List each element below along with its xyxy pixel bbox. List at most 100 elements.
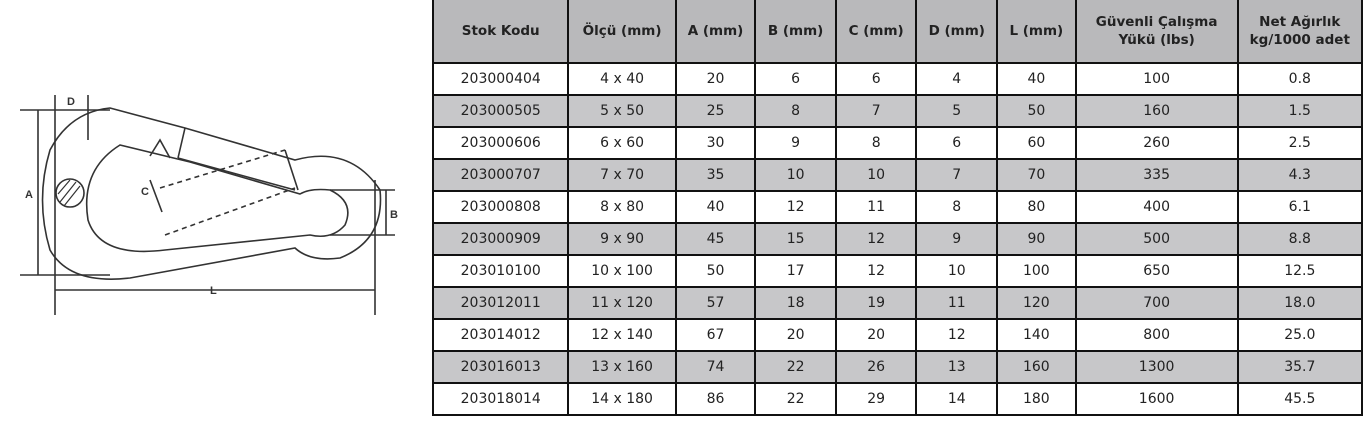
label-l: L [210,285,217,297]
table-cell: 7 x 70 [567,158,677,192]
column-header: Stok Kodu [431,0,570,64]
table-cell: 9 [754,126,837,160]
table-cell: 160 [1074,94,1239,128]
column-header: D (mm) [915,0,999,64]
table-cell: 45.5 [1236,382,1363,416]
table-cell: 86 [674,382,757,416]
table-cell: 25 [674,94,757,128]
table-cell: 140 [996,318,1077,352]
table-header: Stok Kodu Ölçü (mm) A (mm) B (mm) C (mm) D (m… [431,0,1363,64]
table-cell: 50 [674,254,757,288]
column-header: Net Ağırlık kg/1000 adet [1236,0,1363,64]
table-cell: 80 [996,190,1077,224]
table-cell: 500 [1074,222,1239,256]
table-cell: 203018014 [431,382,570,416]
table-cell: 100 [1074,62,1239,96]
table-row: 203000404 4 x 40 20 6 6 4 40 100 0.8 [431,62,1363,96]
table-cell: 203000808 [431,190,570,224]
table-cell: 203000707 [431,158,570,192]
table-cell: 50 [996,94,1077,128]
table-cell: 20 [834,318,918,352]
table-cell: 203016013 [431,350,570,384]
table-cell: 22 [754,350,837,384]
table-cell: 12 [915,318,999,352]
table-row: 203000606 6 x 60 30 9 8 6 60 260 2.5 [431,126,1363,160]
label-d: D [67,96,75,108]
table-row: 203000707 7 x 70 35 10 10 7 70 335 4.3 [431,158,1363,192]
table-cell: 8 [754,94,837,128]
table-cell: 203000909 [431,222,570,256]
label-c: C [141,186,149,198]
table-cell: 800 [1074,318,1239,352]
table-cell: 700 [1074,286,1239,320]
table-cell: 10 [754,158,837,192]
table-cell: 2.5 [1236,126,1363,160]
table-cell: 400 [1074,190,1239,224]
table-cell: 203014012 [431,318,570,352]
table-row: 203000808 8 x 80 40 12 11 8 80 400 6.1 [431,190,1363,224]
table-cell: 100 [996,254,1077,288]
table-cell: 13 [915,350,999,384]
table-cell: 12 x 140 [567,318,677,352]
table-cell: 40 [996,62,1077,96]
table-cell: 9 [915,222,999,256]
table-row: 203000909 9 x 90 45 15 12 9 90 500 8.8 [431,222,1363,256]
table-cell: 10 [834,158,918,192]
table-cell: 8 [834,126,918,160]
table-cell: 1300 [1074,350,1239,384]
table-cell: 45 [674,222,757,256]
column-header: Ölçü (mm) [567,0,677,64]
table-cell: 120 [996,286,1077,320]
column-header: A (mm) [674,0,757,64]
table-cell: 12 [834,222,918,256]
table-row: 203010100 10 x 100 50 17 12 10 100 650 12.5 [431,254,1363,288]
column-header: L (mm) [996,0,1077,64]
table-cell: 12 [754,190,837,224]
table-cell: 6 [915,126,999,160]
table-cell: 14 x 180 [567,382,677,416]
table-cell: 8 x 80 [567,190,677,224]
table-cell: 6.1 [1236,190,1363,224]
table-cell: 67 [674,318,757,352]
table-cell: 19 [834,286,918,320]
table-cell: 12.5 [1236,254,1363,288]
table-cell: 20 [674,62,757,96]
table-cell: 335 [1074,158,1239,192]
table-cell: 160 [996,350,1077,384]
table-cell: 14 [915,382,999,416]
table-cell: 57 [674,286,757,320]
table-cell: 5 x 50 [567,94,677,128]
table-cell: 25.0 [1236,318,1363,352]
table-cell: 26 [834,350,918,384]
table-cell: 180 [996,382,1077,416]
table-cell: 20 [754,318,837,352]
table-cell: 18.0 [1236,286,1363,320]
table-cell: 7 [834,94,918,128]
table-cell: 11 [834,190,918,224]
table-cell: 1600 [1074,382,1239,416]
label-b: B [390,209,398,221]
table-cell: 10 x 100 [567,254,677,288]
table-cell: 203010100 [431,254,570,288]
table-row: 203016013 13 x 160 74 22 26 13 160 1300 35.7 [431,350,1363,384]
table-cell: 4 x 40 [567,62,677,96]
table-cell: 1.5 [1236,94,1363,128]
table-row: 203012011 11 x 120 57 18 19 11 120 700 18.0 [431,286,1363,320]
table-cell: 30 [674,126,757,160]
column-header: Güvenli Çalışma Yükü (lbs) [1074,0,1239,64]
wire-cross-section [55,178,85,208]
table-cell: 35 [674,158,757,192]
snap-hook-diagram: D A C B L [20,95,398,315]
table-cell: 29 [834,382,918,416]
table-row: 203000505 5 x 50 25 8 7 5 50 160 1.5 [431,94,1363,128]
spec-table: Stok Kodu Ölçü (mm) A (mm) B (mm) C (mm) D (m… [431,0,1363,416]
table-cell: 203000606 [431,126,570,160]
table-cell: 10 [915,254,999,288]
table-cell: 40 [674,190,757,224]
table-row: 203018014 14 x 180 86 22 29 14 180 1600 45.5 [431,382,1363,416]
table-cell: 74 [674,350,757,384]
table-cell: 11 x 120 [567,286,677,320]
table-cell: 650 [1074,254,1239,288]
table-cell: 17 [754,254,837,288]
table-cell: 90 [996,222,1077,256]
